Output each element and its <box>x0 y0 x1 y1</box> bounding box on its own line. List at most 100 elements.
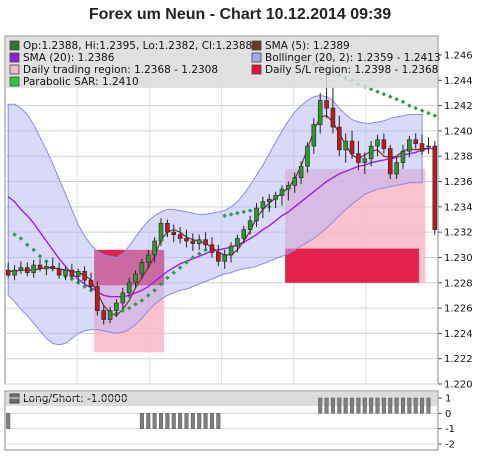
candle-body <box>37 264 43 270</box>
y-tick-label: 1.226 <box>444 304 473 315</box>
candle-body <box>56 268 62 276</box>
candle-body <box>362 158 368 163</box>
candle-body <box>298 166 304 179</box>
sma20-line <box>7 147 435 298</box>
candle-body <box>152 240 157 256</box>
candle-body <box>126 282 132 294</box>
indicator-bar <box>178 413 183 429</box>
legend-label: SMA (5): 1.2389 <box>265 40 350 52</box>
indicator-bar <box>388 397 393 414</box>
candle-body <box>330 107 336 128</box>
indicator-bar <box>216 413 221 429</box>
price-axis: 1.246 1.244 1.242 1.240 1.238 1.236 1.234 1.232… <box>438 50 473 391</box>
y-tick-label: 1.234 <box>444 202 473 213</box>
candlestick-layer <box>5 72 438 325</box>
indicator-bar <box>400 397 405 414</box>
candle-body <box>107 310 113 320</box>
sar-point <box>37 253 43 259</box>
candle-body <box>356 153 361 163</box>
indicator-tick-label: -1 <box>445 424 455 435</box>
candle-body <box>145 254 151 263</box>
candle-body <box>50 266 56 270</box>
indicator-bar <box>197 413 202 429</box>
indicator-bar <box>184 413 189 429</box>
indicator-bar <box>165 413 170 429</box>
y-tick-label: 1.220 <box>444 380 473 391</box>
y-tick-label: 1.232 <box>444 228 473 239</box>
candle-body <box>241 229 247 239</box>
legend-swatch <box>9 76 20 87</box>
candle-body <box>5 269 11 276</box>
y-tick-label: 1.244 <box>444 76 473 87</box>
indicator-tick-label: -2 <box>445 440 455 451</box>
indicator-bars <box>6 397 431 429</box>
candle-body <box>228 245 234 256</box>
sar-point <box>152 288 157 293</box>
candle-body <box>375 139 380 147</box>
candle-body <box>44 266 49 270</box>
legend-swatch <box>9 40 20 51</box>
candle-body <box>114 302 119 311</box>
candle-body <box>158 222 164 242</box>
candle-body <box>235 238 240 247</box>
candle-body <box>343 140 348 151</box>
candle-body <box>292 177 298 186</box>
candle-body <box>413 139 418 144</box>
sar-point <box>88 288 94 293</box>
indicator-bar <box>420 397 425 414</box>
candle-body <box>216 252 221 262</box>
candle-body <box>31 264 36 273</box>
sar-point <box>139 298 145 303</box>
indicator-bar <box>171 413 176 429</box>
candle-body <box>18 267 24 271</box>
candle-body <box>82 271 87 281</box>
candle-body <box>317 100 323 125</box>
indicator-bar <box>203 413 208 429</box>
y-tick-label: 1.246 <box>444 50 473 61</box>
legend-label: Daily trading region: 1.2368 - 1.2308 <box>23 64 218 76</box>
y-tick-label: 1.242 <box>444 101 473 112</box>
candle-body <box>171 231 177 235</box>
candle-body <box>337 126 342 151</box>
y-tick-label: 1.236 <box>444 177 473 188</box>
candle-body <box>63 269 68 276</box>
legend-swatch <box>9 52 20 63</box>
indicator-bar <box>413 397 418 414</box>
indicator-bar <box>6 413 11 429</box>
y-tick-label: 1.222 <box>444 354 473 365</box>
candle-body <box>387 148 393 175</box>
legend-label: Daily S/L region: 1.2398 - 1.2368 <box>265 64 438 76</box>
candle-body <box>266 198 272 203</box>
legend-swatch <box>251 64 262 75</box>
indicator-tick-label: 0 <box>445 409 451 420</box>
sar-point <box>426 110 431 116</box>
indicator-legend-label: Long/Short: -1.0000 <box>23 393 128 405</box>
legend-label: Bollinger (20, 2): 1.2359 - 1.2413 <box>265 52 441 64</box>
candle-body <box>286 185 291 190</box>
y-tick-label: 1.230 <box>444 253 473 264</box>
legend-label: Parabolic SAR: 1.2410 <box>23 76 139 88</box>
y-tick-label: 1.238 <box>444 152 473 163</box>
bollinger-band <box>7 94 423 346</box>
indicator-bar <box>337 397 342 414</box>
candle-body <box>101 310 106 320</box>
legend-swatch <box>251 52 262 63</box>
candle-body <box>273 195 278 200</box>
candle-body <box>432 145 438 230</box>
candle-body <box>260 201 266 209</box>
bollinger-band-layer <box>7 94 423 346</box>
legend-swatch <box>251 40 262 51</box>
candle-body <box>311 124 317 147</box>
sar-point <box>432 113 438 118</box>
candle-body <box>190 240 196 244</box>
y-tick-label: 1.240 <box>444 126 473 137</box>
indicator-bar <box>394 397 399 414</box>
indicator-bar <box>146 413 151 429</box>
y-tick-label: 1.228 <box>444 278 473 289</box>
candle-body <box>247 220 253 230</box>
candle-body <box>95 286 100 311</box>
candle-body <box>209 244 215 253</box>
candle-body <box>349 140 355 154</box>
chart-title: Forex um Neun - Chart 10.12.2014 09:39 <box>89 6 391 23</box>
